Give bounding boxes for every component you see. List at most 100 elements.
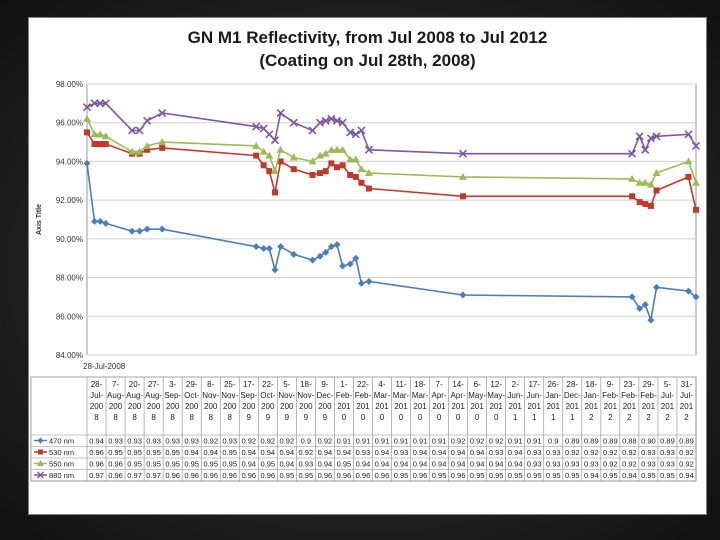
table-cell: 0.95 [565,471,580,480]
table-cell: 0.93 [641,448,656,457]
y-tick-label: 90.00% [56,235,83,244]
table-cell: 0.89 [603,437,618,446]
table-cell: 0.92 [603,448,618,457]
legend-marker [37,460,44,466]
data-point-550-nm [83,114,91,122]
table-series-name: 880 nm [49,471,74,480]
table-cell: 0.94 [318,460,333,469]
table-cell: 0.95 [165,460,180,469]
data-point-530-nm [322,168,329,175]
data-point-470-nm [316,252,324,260]
chart-title: GN M1 Reflectivity, from Jul 2008 to Jul… [187,28,548,47]
table-cell: 0.91 [394,437,409,446]
table-cell: 0.93 [184,437,199,446]
data-point-530-nm [459,193,466,200]
data-point-550-nm [101,132,110,140]
data-point-530-nm [647,202,654,209]
data-point-530-nm [693,206,699,213]
table-cell: 0.93 [222,437,237,446]
table-header-14: 22-Feb-201 0 [355,380,372,422]
data-point-880-nm [101,99,110,108]
data-point-550-nm [332,145,341,153]
table-cell: 0.97 [127,471,142,480]
chart-card: GN M1 Reflectivity, from Jul 2008 to Jul… [28,17,707,515]
table-header-22: 2-Jun-201 1 [507,380,523,422]
table-cell: 0.96 [165,471,180,480]
data-point-530-nm [339,162,346,169]
data-point-550-nm [128,147,137,155]
table-cell: 0.89 [584,437,599,446]
table-cell: 0.93 [165,437,180,446]
table-header-12: 9-Dec-200 9 [316,380,333,422]
data-point-470-nm [271,266,279,274]
data-point-550-nm [143,141,152,149]
table-cell: 0.91 [508,437,523,446]
table-cell: 0.92 [299,448,314,457]
table-cell: 0.91 [527,437,542,446]
data-point-530-nm [277,158,284,165]
table-cell: 0.93 [660,460,675,469]
table-cell: 0.92 [203,437,218,446]
data-point-880-nm [364,145,374,154]
table-cell: 0.95 [641,471,656,480]
table-cell: 0.94 [413,460,428,469]
table-cell: 0.95 [222,460,237,469]
data-point-470-nm [647,316,655,324]
table-cell: 0.96 [260,471,275,480]
table-cell: 0.94 [451,460,466,469]
plot-area [86,83,697,356]
table-cell: 0.95 [337,460,352,469]
series-line-470-nm [86,163,697,324]
table-cell: 0.89 [565,437,580,446]
table-series-name: 530 nm [49,448,74,457]
table-cell: 0.94 [413,448,428,457]
table-cell: 0.95 [489,471,504,480]
table-cell: 0.94 [489,460,504,469]
data-point-880-nm [458,149,467,158]
y-tick-label: 88.00% [56,274,83,283]
table-cell: 0.91 [356,437,371,446]
y-tick-label: 98.00% [56,80,83,89]
table-cell: 0.93 [546,448,561,457]
data-point-530-nm [91,141,98,148]
table-cell: 0.96 [222,471,237,480]
table-cell: 0.95 [127,448,142,457]
table-cell: 0.93 [546,460,561,469]
data-point-880-nm [691,141,701,151]
table-header-9: 22-Oct-200 9 [260,380,275,422]
data-point-530-nm [290,166,297,173]
table-cell: 0.91 [337,437,352,446]
data-point-530-nm [253,152,260,159]
data-point-530-nm [159,144,166,151]
table-cell: 0.96 [413,471,428,480]
table-cell: 0.92 [565,448,580,457]
data-point-530-nm [317,170,324,177]
table-header-20: 6-May-201 0 [468,380,486,422]
data-point-880-nm [128,126,137,135]
table-header-16: 11-Mar-201 0 [393,380,410,422]
data-point-470-nm [102,219,110,227]
table-cell: 0.94 [508,460,523,469]
table-cell: 0.95 [508,471,523,480]
data-point-530-nm [347,171,354,178]
y-tick-label: 92.00% [56,196,83,205]
table-cell: 0.93 [489,448,504,457]
data-point-550-nm [338,145,347,153]
data-point-470-nm [339,262,347,270]
data-point-550-nm [158,138,167,146]
table-cell: 0.94 [337,448,352,457]
data-point-550-nm [270,167,279,175]
table-header-11: 18-Nov-200 9 [297,380,314,422]
table-cell: 0.96 [203,471,218,480]
series-line-530-nm [86,131,697,210]
data-point-530-nm [629,193,636,200]
table-cell: 0.95 [432,471,447,480]
data-point-550-nm [635,178,644,186]
table-cell: 0.94 [241,448,256,457]
table-cell: 0.91 [375,437,390,446]
data-point-470-nm [459,291,467,299]
table-cell: 0.92 [584,448,599,457]
data-point-550-nm [364,169,373,177]
table-cell: 0.94 [622,471,637,480]
table-cell: 0.89 [660,437,675,446]
